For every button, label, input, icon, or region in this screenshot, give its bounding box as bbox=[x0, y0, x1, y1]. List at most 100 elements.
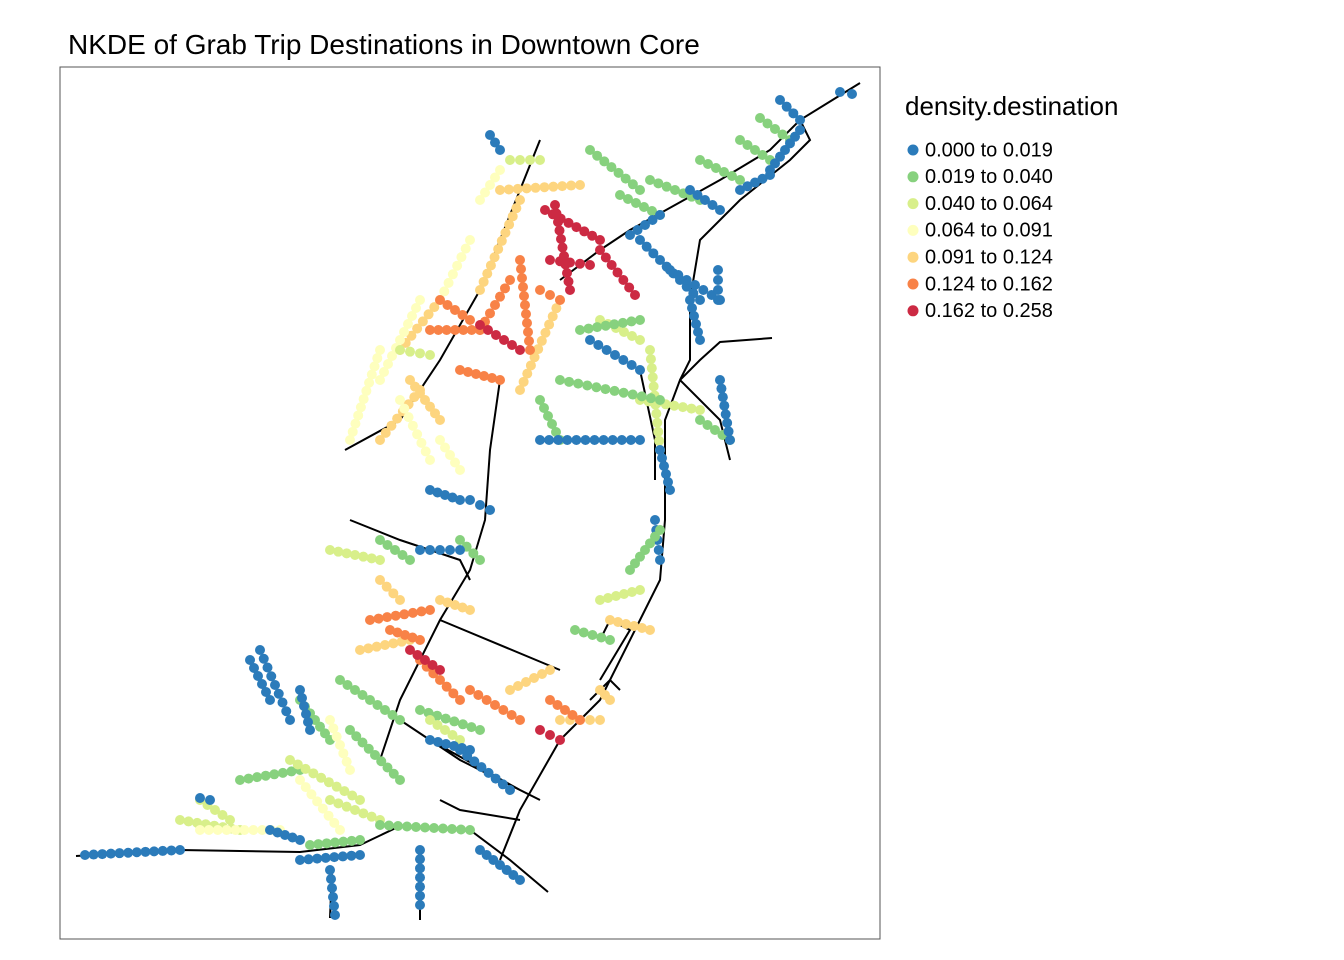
network-point bbox=[417, 316, 428, 327]
network-point bbox=[595, 595, 605, 605]
network-point bbox=[495, 145, 505, 155]
network-point bbox=[485, 180, 495, 190]
network-point bbox=[415, 854, 425, 865]
network-point bbox=[448, 688, 459, 699]
network-point bbox=[536, 335, 547, 346]
network-point bbox=[511, 203, 522, 214]
network-point bbox=[598, 435, 609, 445]
network-point bbox=[210, 805, 220, 815]
network-point bbox=[395, 715, 405, 725]
network-point bbox=[355, 850, 365, 860]
network-point bbox=[295, 855, 305, 865]
network-point bbox=[331, 731, 342, 742]
network-point bbox=[443, 277, 454, 288]
network-point bbox=[571, 435, 582, 445]
network-point bbox=[788, 108, 799, 119]
network-point bbox=[507, 340, 517, 350]
network-point bbox=[565, 285, 575, 295]
network-point bbox=[570, 625, 580, 635]
network-point bbox=[392, 413, 403, 424]
network-point bbox=[530, 182, 541, 193]
network-point bbox=[312, 853, 323, 864]
network-point bbox=[615, 190, 625, 200]
network-point bbox=[596, 632, 607, 643]
network-point bbox=[277, 697, 288, 708]
network-point bbox=[217, 810, 228, 820]
network-point bbox=[405, 645, 415, 655]
network-point bbox=[458, 325, 469, 335]
network-point bbox=[485, 308, 495, 319]
network-point bbox=[505, 785, 515, 795]
network-point bbox=[316, 772, 327, 783]
network-point bbox=[575, 325, 585, 335]
network-point bbox=[505, 685, 515, 695]
network-point bbox=[619, 327, 629, 337]
network-point bbox=[750, 177, 760, 188]
network-point bbox=[425, 455, 435, 465]
network-point bbox=[312, 796, 323, 807]
network-point bbox=[627, 389, 638, 400]
network-point bbox=[325, 865, 335, 875]
network-point bbox=[301, 709, 311, 719]
network-point bbox=[407, 311, 417, 321]
network-point bbox=[515, 715, 525, 725]
network-point bbox=[338, 748, 349, 759]
network-point bbox=[765, 170, 775, 180]
network-point bbox=[677, 402, 688, 413]
network-point bbox=[495, 165, 505, 175]
network-point bbox=[358, 808, 369, 819]
network-point bbox=[719, 167, 729, 177]
network-point bbox=[258, 653, 269, 664]
legend-swatch bbox=[907, 305, 919, 317]
network-point bbox=[592, 322, 603, 333]
network-point bbox=[485, 130, 495, 140]
network-point bbox=[757, 173, 768, 184]
network-point bbox=[366, 811, 377, 822]
network-point bbox=[327, 883, 337, 893]
network-point bbox=[490, 300, 500, 310]
network-point bbox=[655, 525, 665, 535]
network-point bbox=[562, 435, 573, 445]
network-point bbox=[435, 415, 445, 425]
network-point bbox=[295, 775, 305, 785]
network-point bbox=[406, 330, 417, 341]
network-point bbox=[495, 375, 505, 385]
network-point bbox=[500, 227, 511, 238]
network-point bbox=[553, 435, 564, 445]
network-point bbox=[395, 775, 405, 785]
network-point bbox=[518, 282, 528, 292]
network-point bbox=[504, 219, 515, 230]
network-point bbox=[713, 285, 723, 295]
network-point bbox=[465, 235, 475, 245]
network-point bbox=[399, 609, 410, 620]
network-point bbox=[515, 255, 525, 265]
network-point bbox=[450, 325, 460, 335]
network-point bbox=[545, 730, 555, 740]
network-point bbox=[357, 737, 368, 748]
network-point bbox=[149, 846, 160, 857]
network-point bbox=[306, 789, 317, 800]
network-point bbox=[465, 745, 475, 755]
network-point bbox=[383, 359, 393, 369]
network-point bbox=[493, 244, 504, 255]
network-point bbox=[465, 685, 475, 695]
network-point bbox=[205, 795, 215, 805]
network-point bbox=[225, 815, 235, 825]
network-point bbox=[475, 195, 485, 205]
network-point bbox=[326, 874, 336, 884]
legend-label: 0.000 to 0.019 bbox=[925, 139, 1053, 161]
network-point bbox=[381, 581, 392, 592]
network-point bbox=[105, 848, 116, 859]
network-point bbox=[358, 551, 369, 562]
network-point bbox=[420, 655, 430, 665]
network-point bbox=[475, 285, 485, 295]
network-point bbox=[661, 469, 671, 479]
network-point bbox=[540, 205, 550, 215]
network-point bbox=[620, 173, 631, 184]
network-point bbox=[266, 671, 277, 682]
network-point bbox=[648, 248, 659, 259]
network-point bbox=[655, 210, 665, 220]
network-point bbox=[420, 822, 430, 833]
network-point bbox=[441, 739, 451, 749]
